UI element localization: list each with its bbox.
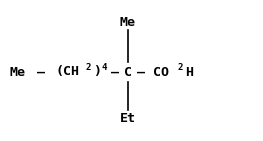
Text: —: — [111,66,119,79]
Text: —: — [37,66,45,79]
Text: ): ) [93,66,101,79]
Text: Me: Me [120,16,136,28]
Text: —: — [137,66,145,79]
Text: CO: CO [153,66,169,79]
Text: 2: 2 [178,62,183,71]
Text: 4: 4 [102,62,107,71]
Text: (CH: (CH [55,66,79,79]
Text: Me: Me [10,66,26,79]
Text: 2: 2 [86,62,91,71]
Text: H: H [185,66,193,79]
Text: C: C [124,66,132,79]
Text: Et: Et [120,112,136,125]
